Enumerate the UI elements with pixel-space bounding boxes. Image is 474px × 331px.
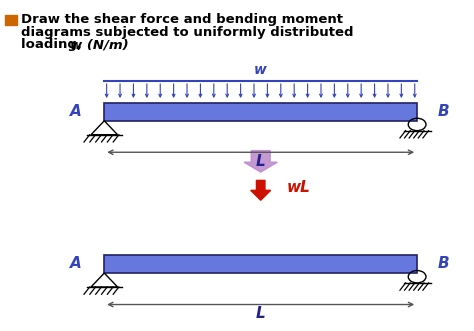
- Text: L: L: [256, 306, 265, 321]
- Bar: [5, 15, 17, 25]
- FancyArrow shape: [251, 180, 271, 200]
- FancyArrow shape: [244, 151, 277, 172]
- Text: L: L: [256, 154, 265, 169]
- Text: B: B: [438, 104, 449, 119]
- Text: loading,: loading,: [21, 38, 87, 51]
- Text: A: A: [70, 104, 82, 119]
- Bar: [104, 255, 417, 273]
- Text: wL: wL: [287, 179, 310, 195]
- Text: Draw the shear force and bending moment: Draw the shear force and bending moment: [21, 13, 343, 26]
- Text: w: w: [254, 63, 267, 77]
- Text: w (N/m): w (N/m): [70, 38, 129, 51]
- Bar: [104, 103, 417, 121]
- Text: B: B: [438, 257, 449, 271]
- Text: diagrams subjected to uniformly distributed: diagrams subjected to uniformly distribu…: [21, 26, 354, 39]
- Text: A: A: [70, 257, 82, 271]
